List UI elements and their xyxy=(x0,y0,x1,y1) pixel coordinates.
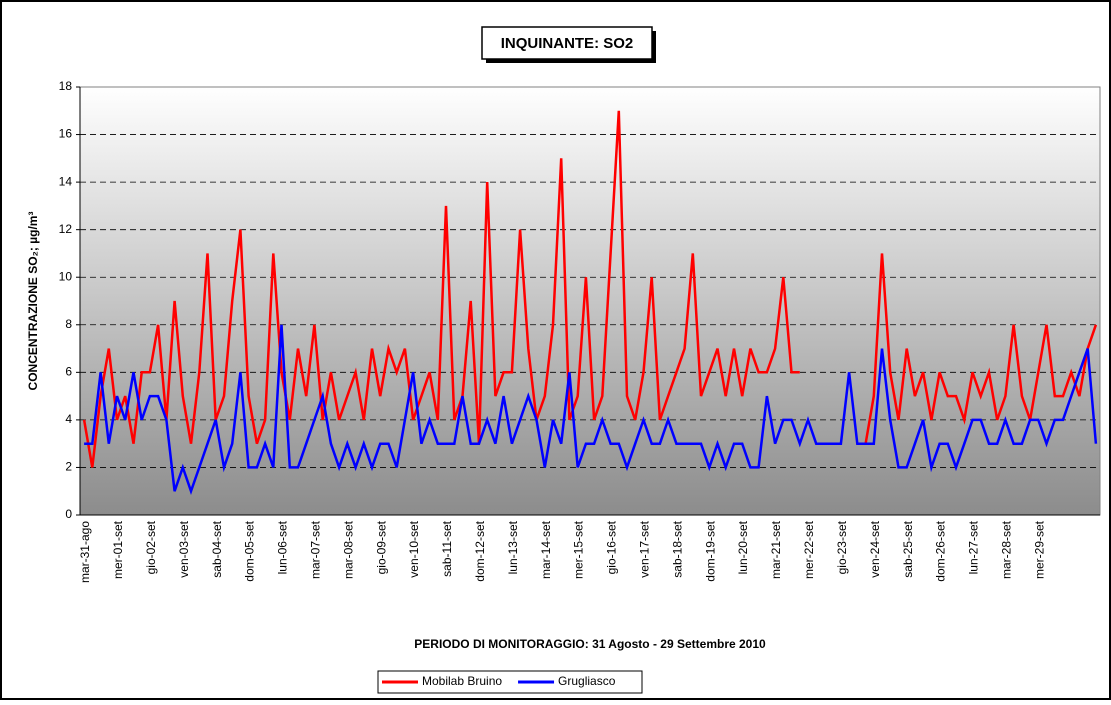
y-tick-label: 18 xyxy=(59,79,73,93)
x-tick-label: dom-05-set xyxy=(243,520,257,581)
x-tick-label: ven-24-set xyxy=(868,520,882,577)
legend-label: Mobilab Bruino xyxy=(422,674,502,688)
x-tick-label: gio-09-set xyxy=(374,520,388,574)
x-tick-label: mar-31-ago xyxy=(78,521,92,583)
x-tick-label: sab-11-set xyxy=(440,520,454,576)
y-tick-label: 10 xyxy=(59,269,73,283)
x-tick-label: dom-19-set xyxy=(703,520,717,581)
x-tick-label: mer-01-set xyxy=(111,520,125,579)
x-tick-label: gio-02-set xyxy=(144,520,158,574)
x-tick-label: mer-22-set xyxy=(802,520,816,579)
legend-box xyxy=(377,670,643,694)
y-tick-label: 14 xyxy=(59,174,73,188)
y-tick-label: 2 xyxy=(65,460,72,474)
chart-title: INQUINANTE: SO2 xyxy=(501,35,634,52)
y-tick-label: 16 xyxy=(59,127,73,141)
x-tick-label: dom-26-set xyxy=(934,520,948,581)
series-line xyxy=(82,110,1098,468)
legend-label: Grugliasco xyxy=(558,674,616,688)
y-tick-label: 8 xyxy=(65,317,72,331)
x-tick-label: lun-27-set xyxy=(967,520,981,574)
y-tick-label: 0 xyxy=(65,507,72,521)
series-line xyxy=(84,324,1098,496)
y-tick-label: 4 xyxy=(65,412,72,426)
title-box xyxy=(481,26,653,60)
x-tick-label: dom-12-set xyxy=(473,520,487,581)
x-tick-label: sab-18-set xyxy=(670,520,684,577)
x-tick-label: ven-10-set xyxy=(407,520,421,577)
x-tick-label: ven-17-set xyxy=(638,520,652,577)
x-axis-title: PERIODO DI MONITORAGGIO: 31 Agosto - 29 … xyxy=(414,637,766,651)
x-tick-label: ven-03-set xyxy=(177,520,191,577)
x-tick-label: mar-07-set xyxy=(308,520,322,579)
x-tick-label: mar-28-set xyxy=(999,520,1013,579)
x-tick-label: lun-20-set xyxy=(736,520,750,574)
x-tick-label: gio-23-set xyxy=(835,520,849,574)
x-tick-label: sab-04-set xyxy=(210,520,224,577)
x-tick-label: mer-29-set xyxy=(1032,520,1046,579)
x-tick-label: mar-08-set xyxy=(341,520,355,579)
x-tick-label: mar-21-set xyxy=(769,520,783,579)
x-tick-label: mar-14-set xyxy=(539,520,553,579)
x-tick-label: lun-06-set xyxy=(276,520,290,574)
y-tick-label: 6 xyxy=(65,365,72,379)
x-tick-label: gio-16-set xyxy=(605,520,619,574)
x-tick-label: mer-15-set xyxy=(572,520,586,579)
x-tick-label: sab-25-set xyxy=(901,520,915,577)
y-tick-label: 12 xyxy=(59,222,73,236)
x-tick-label: lun-13-set xyxy=(506,520,520,574)
y-axis-title: CONCENTRAZIONE SO₂; µg/m³ xyxy=(26,212,40,391)
